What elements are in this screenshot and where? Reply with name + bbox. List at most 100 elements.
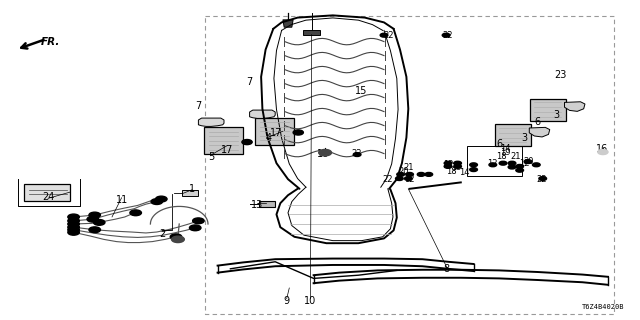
Circle shape	[68, 229, 79, 235]
Circle shape	[89, 227, 100, 233]
Circle shape	[130, 210, 141, 216]
Circle shape	[68, 224, 79, 230]
Text: 19: 19	[451, 163, 461, 172]
Text: 7: 7	[195, 100, 202, 111]
Circle shape	[470, 163, 477, 167]
Circle shape	[406, 172, 413, 176]
Text: 18: 18	[446, 167, 456, 176]
Text: 3: 3	[554, 110, 560, 120]
Text: 11: 11	[115, 195, 128, 205]
Text: 16: 16	[595, 144, 608, 154]
FancyBboxPatch shape	[255, 118, 294, 145]
Circle shape	[404, 177, 412, 180]
Text: 6: 6	[534, 116, 541, 127]
Polygon shape	[303, 30, 320, 35]
Text: T6Z4B4020B: T6Z4B4020B	[582, 304, 624, 310]
Text: 22: 22	[384, 31, 394, 40]
Circle shape	[151, 199, 163, 204]
Circle shape	[170, 234, 182, 240]
Text: 13: 13	[251, 200, 264, 210]
Circle shape	[417, 172, 425, 176]
Text: 1: 1	[189, 184, 195, 194]
Circle shape	[454, 164, 461, 168]
Text: 20: 20	[398, 167, 408, 176]
Circle shape	[89, 212, 100, 218]
Text: 22: 22	[536, 175, 547, 184]
FancyBboxPatch shape	[204, 127, 243, 154]
Circle shape	[93, 220, 105, 225]
Text: 18: 18	[496, 152, 506, 161]
FancyBboxPatch shape	[530, 99, 566, 121]
Circle shape	[444, 164, 452, 168]
Circle shape	[380, 33, 388, 37]
Circle shape	[319, 149, 332, 156]
Text: 14: 14	[500, 144, 511, 153]
Circle shape	[68, 214, 79, 220]
Polygon shape	[564, 102, 585, 111]
FancyBboxPatch shape	[259, 201, 275, 207]
Circle shape	[489, 163, 497, 167]
Text: 21: 21	[511, 152, 521, 161]
Bar	[467, 146, 522, 176]
Polygon shape	[283, 20, 293, 27]
Circle shape	[68, 221, 79, 227]
Text: 3: 3	[522, 132, 528, 143]
Text: 12: 12	[443, 160, 453, 169]
Circle shape	[524, 160, 532, 164]
Text: 20: 20	[524, 157, 534, 166]
Text: 21: 21	[403, 163, 413, 172]
FancyBboxPatch shape	[182, 190, 198, 196]
Text: 15: 15	[355, 86, 368, 96]
Text: 12: 12	[404, 175, 415, 184]
Text: 22: 22	[352, 149, 362, 158]
Circle shape	[532, 163, 540, 167]
Text: 22: 22	[382, 175, 392, 184]
Circle shape	[598, 149, 608, 155]
Text: 8: 8	[444, 264, 450, 274]
Bar	[205, 16, 614, 314]
Text: 9: 9	[284, 296, 290, 306]
Text: 7: 7	[246, 76, 253, 87]
Text: 14: 14	[460, 168, 470, 177]
Circle shape	[539, 177, 547, 180]
Text: 12: 12	[520, 159, 530, 168]
Text: 23: 23	[554, 70, 566, 80]
Circle shape	[156, 196, 167, 202]
Circle shape	[396, 177, 403, 180]
Text: 17: 17	[221, 145, 234, 156]
Circle shape	[87, 216, 99, 222]
Circle shape	[68, 227, 79, 233]
Circle shape	[397, 172, 404, 176]
Circle shape	[499, 161, 507, 165]
Text: 16: 16	[317, 148, 330, 159]
Text: 12: 12	[488, 159, 498, 168]
Text: 17: 17	[270, 128, 283, 138]
Text: 22: 22	[443, 31, 453, 40]
Text: 4: 4	[266, 132, 272, 143]
Polygon shape	[250, 110, 275, 118]
Circle shape	[242, 140, 252, 145]
Text: 6: 6	[496, 139, 502, 149]
Circle shape	[516, 164, 524, 168]
Polygon shape	[198, 118, 224, 126]
Circle shape	[470, 168, 477, 172]
Text: 24: 24	[42, 192, 54, 202]
Circle shape	[444, 161, 452, 165]
Circle shape	[68, 218, 79, 224]
Circle shape	[172, 236, 184, 243]
Circle shape	[293, 130, 303, 135]
Circle shape	[425, 172, 433, 176]
Text: 10: 10	[304, 296, 317, 306]
Circle shape	[508, 161, 516, 165]
FancyBboxPatch shape	[24, 184, 70, 201]
Circle shape	[516, 168, 524, 172]
Text: 2: 2	[159, 228, 165, 239]
Text: 5: 5	[208, 152, 214, 162]
Circle shape	[189, 225, 201, 231]
Text: 19: 19	[500, 148, 511, 157]
Circle shape	[193, 218, 204, 224]
Circle shape	[508, 165, 516, 169]
Circle shape	[353, 153, 361, 156]
Circle shape	[442, 33, 450, 37]
Circle shape	[454, 161, 461, 165]
